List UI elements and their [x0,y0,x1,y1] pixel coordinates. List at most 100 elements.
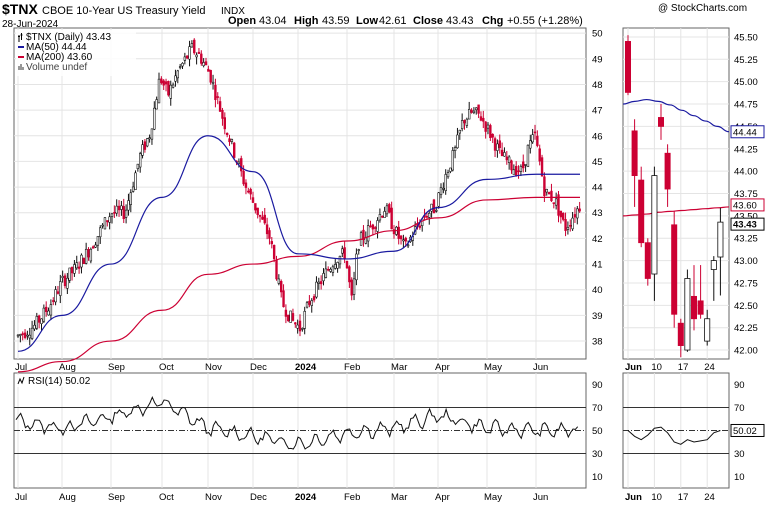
ohlc-close-value: 43.43 [446,15,474,27]
price-candle-body [157,78,161,104]
price-candle-body [148,137,151,140]
detail-rsi-y-tick: 90 [734,380,745,391]
price-candle-body [188,46,191,60]
detail-rsi-x-tick: 10 [651,492,662,503]
price-candle-body [390,207,393,230]
price-candle-body [265,224,269,235]
legend-volume: Volume undef [26,62,87,73]
price-candle-body [576,208,579,219]
price-candle-body [101,224,104,227]
price-candle-body [204,61,208,66]
price-candle-body [150,128,154,140]
price-candle-body [277,278,281,284]
price-candle-body [350,279,353,296]
price-candle-body [512,169,516,175]
price-candle-body [122,206,125,220]
price-candle-body [30,327,34,339]
price-candle-body [341,248,344,254]
price-candle-body [369,225,372,228]
price-candle-body [399,235,403,240]
price-candle-body [381,215,384,218]
ohlc-high-label: High [294,15,319,27]
price-candle-body [190,43,194,48]
price-candle-body [514,165,518,176]
rsi-x-tick: Oct [159,492,174,503]
price-candle-body [519,165,523,172]
detail-y-tick: 42.50 [734,301,758,312]
price-candle-body [240,158,243,172]
price-candle-body [129,192,132,205]
candle-legend-icon [18,33,23,42]
price-x-tick: Nov [205,362,222,373]
price-candle-body [23,332,27,338]
price-candle-body [214,84,217,100]
price-candle-body [52,300,55,302]
price-candle-body [99,227,102,238]
detail-candle-body [638,179,645,244]
rsi-y-tick: 90 [592,380,603,391]
price-candle-body [545,189,548,193]
price-candle-body [477,104,480,114]
detail-candle-body [658,117,665,127]
price-candle-body [77,266,81,269]
price-candle-body [533,131,537,134]
price-candle-body [254,203,257,211]
rsi-x-tick: May [484,492,502,503]
detail-rsi-x-tick: 24 [704,492,715,503]
price-x-tick: Jul [15,362,27,373]
price-candle-body [383,211,386,218]
price-candle-body [319,281,323,285]
price-candle-body [94,244,97,248]
price-candle-body [376,220,379,232]
detail-candle-body [631,130,638,177]
price-candle-body [430,203,433,212]
price-y-tick: 42 [592,234,603,245]
price-candle-body [251,197,255,203]
price-candle-body [458,129,461,134]
price-candle-body [301,328,304,330]
price-candle-body [244,182,248,188]
price-candle-body [517,170,520,173]
price-candle-body [348,266,351,283]
price-candle-body [218,101,222,112]
detail-y-tick: 43.00 [734,256,758,267]
detail-candle-body [644,242,651,279]
price-candle-body [538,148,541,162]
rsi-x-tick: 2024 [295,492,317,503]
detail-x-tick: 24 [704,362,715,373]
price-candle-body [352,278,356,295]
detail-y-tick: 42.25 [734,323,758,334]
price-candle-body [270,241,273,245]
price-candle-body [146,138,149,147]
price-candle-body [181,62,184,67]
price-candle-body [540,157,544,177]
detail-candle-body [625,41,632,93]
rsi-x-tick: Sep [108,492,125,503]
rsi-y-tick: 10 [592,472,603,483]
price-candle-body [529,140,532,149]
ohlc-chg-value: +0.55 (+1.28%) [507,15,583,27]
price-candle-body [312,296,316,301]
price-candle-body [82,257,86,264]
price-candle-body [460,120,464,129]
price-candle-body [195,54,198,58]
price-candle-body [428,213,431,218]
price-candle-body [113,212,116,214]
detail-y-tick: 42.75 [734,278,758,289]
price-candle-body [115,205,118,214]
price-candle-body [326,268,330,271]
price-candle-body [446,172,450,178]
price-candle-body [543,176,546,197]
price-candle-body [221,109,224,119]
detail-y-tick: 44.00 [734,167,758,178]
price-candle-body [357,249,360,251]
price-candle-body [317,281,320,284]
price-candle-body [331,266,335,273]
detail-rsi-y-tick: 10 [734,472,745,483]
price-x-tick: Sep [108,362,125,373]
price-y-tick: 48 [592,80,603,91]
detail-candle-body [697,300,704,315]
price-candle-body [183,56,187,61]
detail-candle-body [710,260,717,270]
price-candle-body [143,141,147,150]
